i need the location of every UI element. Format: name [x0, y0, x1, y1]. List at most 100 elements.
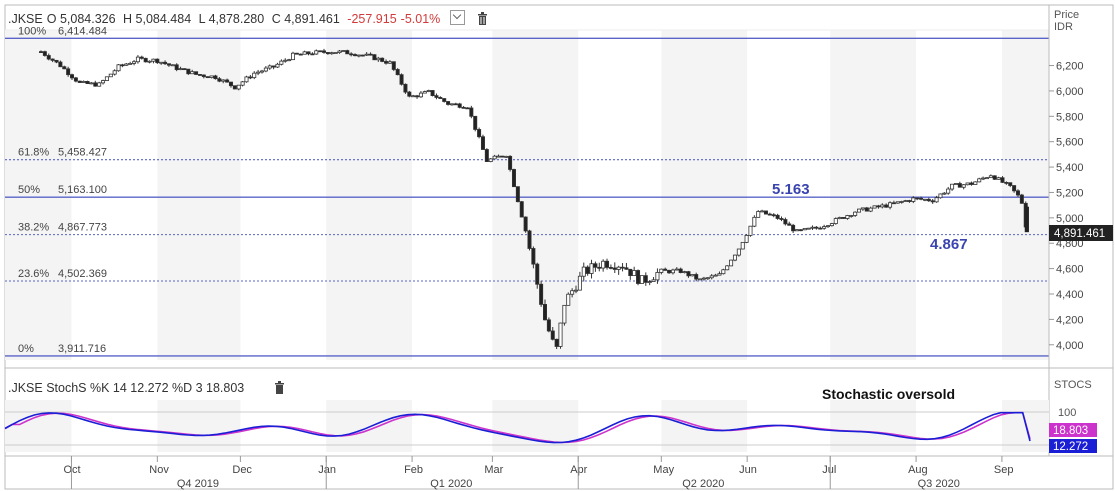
candle-body: [252, 72, 257, 79]
candle-body: [108, 73, 113, 78]
month-label: Feb: [404, 464, 423, 476]
candle-body: [46, 55, 51, 60]
candle-body: [372, 54, 377, 61]
candle-body: [810, 226, 815, 229]
candle-body: [667, 270, 672, 274]
candle-body: [903, 200, 908, 202]
candle-body: [438, 97, 443, 99]
candle-body: [116, 64, 121, 72]
candle-body: [721, 269, 726, 275]
candle-body: [259, 70, 264, 73]
candle-body: [826, 225, 831, 228]
candle-body: [415, 95, 420, 98]
candle-body: [166, 63, 171, 66]
candle-body: [701, 277, 706, 280]
candle-body: [678, 268, 683, 273]
stoch-d-label: 18.803: [1053, 425, 1088, 437]
candle-body: [837, 217, 842, 220]
candle-body: [628, 268, 633, 276]
candle-body: [484, 149, 489, 162]
candle-body: [938, 193, 943, 199]
candle-body: [236, 84, 241, 90]
month-label: May: [653, 464, 674, 476]
ohlc-header: .JKSE O 5,084.326 H 5,084.484 L 4,878.280…: [8, 10, 488, 26]
price-tick-label: 4,000: [1056, 340, 1084, 352]
candle-body: [814, 226, 819, 229]
candle-body: [54, 59, 59, 63]
current-price-label: 4,891.461: [1054, 228, 1105, 240]
candle-body: [194, 71, 199, 75]
fib-value-label: 5,163.100: [58, 184, 107, 196]
month-shade: [326, 30, 413, 360]
candle-body: [713, 274, 718, 277]
candle-body: [663, 268, 668, 271]
candle-body: [694, 274, 699, 280]
candle-body: [81, 81, 86, 83]
candle-body: [182, 68, 187, 71]
candle-body: [767, 213, 772, 216]
candle-body: [760, 210, 765, 213]
candle-body: [670, 269, 675, 274]
candle-body: [608, 267, 613, 269]
quarter-label: Q2 2020: [682, 478, 724, 490]
price-tick-label: 4,400: [1056, 289, 1084, 301]
candle-body: [139, 56, 144, 59]
candle-body: [399, 74, 404, 85]
candle-body: [686, 271, 691, 277]
candle-body: [174, 64, 179, 71]
price-axis-title: Price: [1054, 9, 1079, 21]
month-shading: [5, 30, 1049, 360]
candle-body: [411, 95, 416, 98]
candle-body: [473, 115, 478, 130]
month-label: Jan: [318, 464, 336, 476]
candle-body: [190, 71, 195, 75]
chevron-down-icon[interactable]: [449, 10, 465, 25]
candle-body: [248, 76, 253, 79]
candle-body: [752, 216, 757, 227]
candle-body: [104, 76, 109, 81]
candle-body: [147, 60, 152, 63]
candle-body: [387, 61, 392, 64]
candle-body: [1008, 182, 1013, 186]
time-axis: Oct Nov Dec Jan Feb Mar Apr May Jun Jul Aug Sep Q4 2…: [63, 456, 1014, 490]
candle-body: [651, 279, 656, 282]
candle-body: [531, 248, 536, 265]
stoch-month-shade: [830, 400, 917, 452]
fibonacci-levels: 100% 6,414.484 61.8% 5,458.427 50% 5,163.100 3…: [5, 25, 1049, 357]
stoch-trash-icon[interactable]: [275, 381, 284, 394]
candle-body: [353, 54, 358, 57]
candle-body: [453, 103, 458, 106]
stoch-k-badge: [1049, 439, 1097, 453]
candle-body: [543, 304, 548, 321]
candle-body: [605, 260, 610, 268]
candle-body: [73, 77, 78, 82]
candle-body: [550, 330, 555, 340]
candle-body: [256, 71, 261, 74]
candle-body: [717, 273, 722, 276]
stoch-month-shade: [492, 400, 579, 452]
candle-body: [756, 211, 761, 218]
price-tick-label: 4,600: [1056, 264, 1084, 276]
candle-body: [275, 63, 280, 68]
candle-body: [523, 216, 528, 232]
candle-body: [763, 210, 768, 215]
candle-body: [593, 263, 598, 268]
candle-body: [950, 183, 955, 190]
stoch-axis-tick: 100: [1058, 407, 1076, 419]
candle-body: [318, 50, 323, 53]
close-value: C 4,891.461: [271, 12, 340, 26]
candle-body: [984, 177, 989, 180]
candle-body: [364, 53, 369, 56]
candle-body: [953, 183, 958, 185]
candle-body: [1019, 194, 1024, 204]
trash-icon[interactable]: [477, 12, 488, 25]
candle-body: [919, 197, 924, 200]
candle-body: [135, 56, 140, 63]
candle-body: [601, 260, 606, 269]
fib-value-label: 5,458.427: [58, 147, 107, 159]
candle-body: [434, 95, 439, 98]
fib-pct-label: 100%: [18, 25, 46, 37]
price-tick-label: 5,200: [1056, 187, 1084, 199]
month-shade: [157, 30, 241, 360]
candle-body: [888, 202, 893, 208]
